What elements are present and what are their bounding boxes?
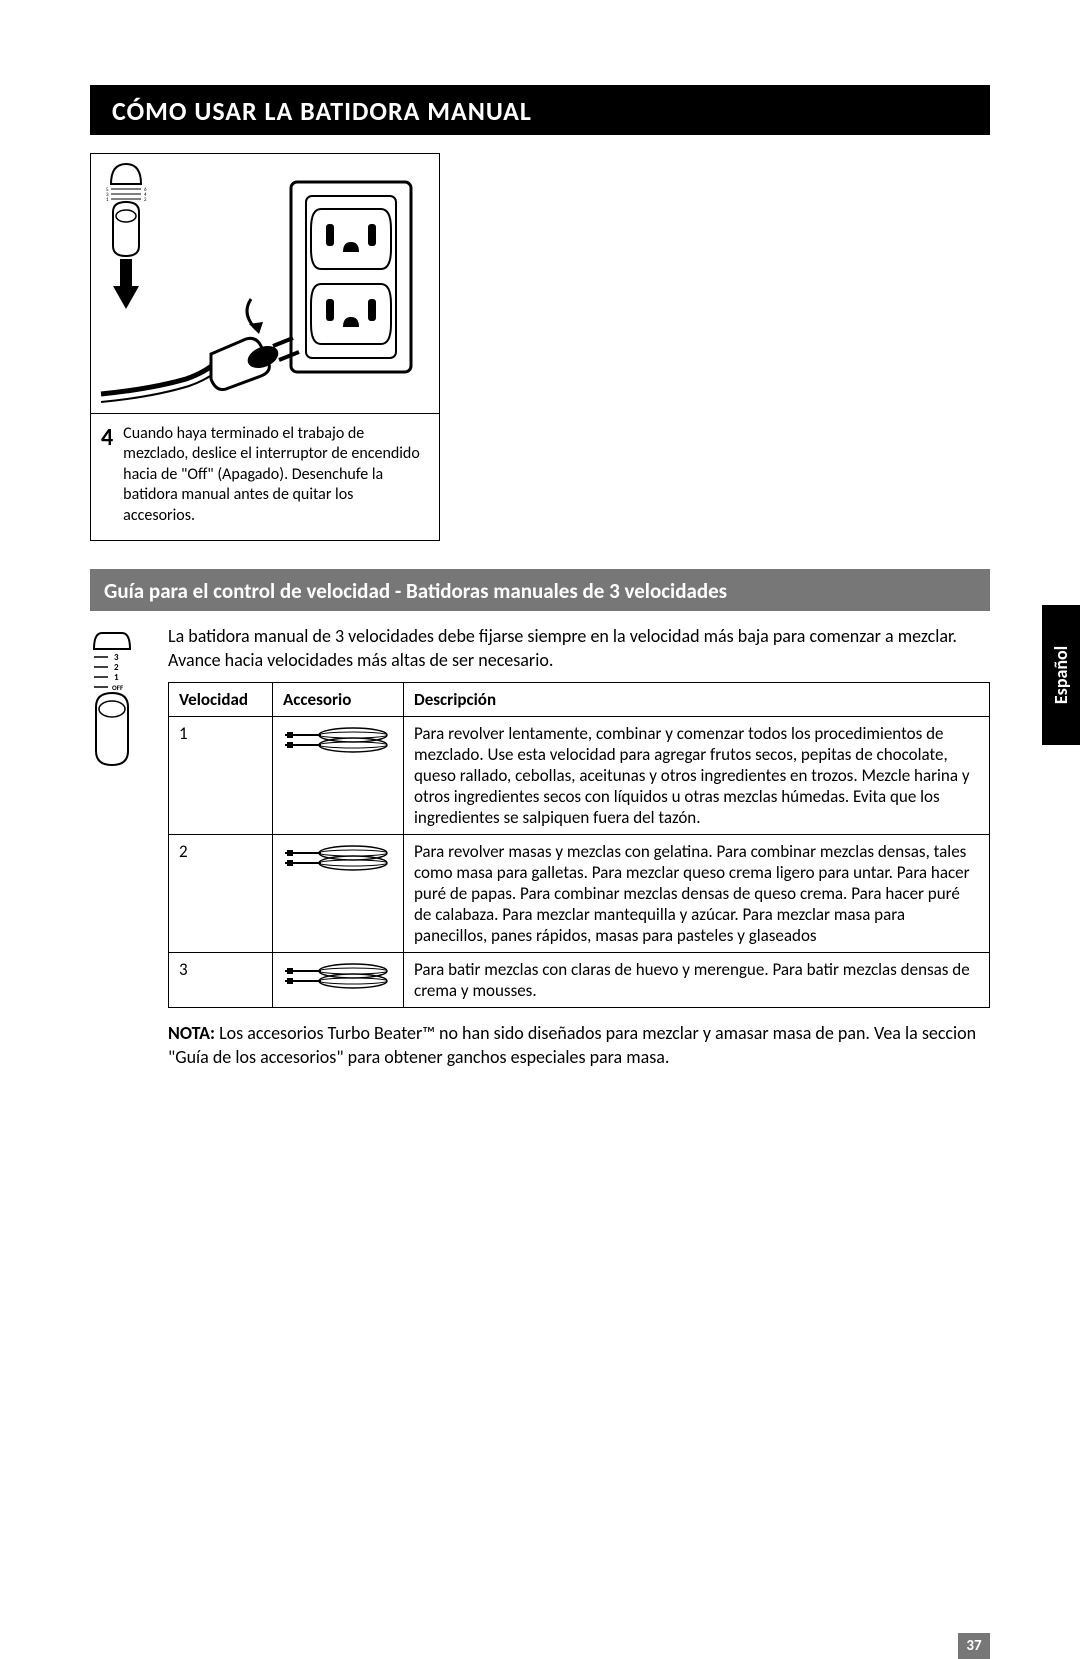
- language-tab-label: Español: [1050, 646, 1072, 704]
- step-illustration: 56 34 12 Off: [91, 154, 439, 414]
- cell-vel-3: 3: [169, 953, 273, 1008]
- table-row: 3: [169, 953, 990, 1008]
- step-text: Cuando haya terminado el trabajo de mezc…: [123, 424, 425, 526]
- section-header: Guía para el control de velocidad - Bati…: [90, 569, 990, 611]
- cell-desc-2: Para revolver masas y mezclas con gelati…: [404, 835, 990, 953]
- language-tab: Español: [1042, 605, 1080, 745]
- table-row: 2: [169, 835, 990, 953]
- svg-text:2: 2: [144, 197, 147, 203]
- note-paragraph: NOTA: Los accesorios Turbo Beater™ no ha…: [168, 1022, 990, 1069]
- page-number: 37: [958, 1633, 990, 1659]
- th-accesorio: Accesorio: [273, 683, 404, 717]
- cell-acc-2: [273, 835, 404, 953]
- intro-paragraph: La batidora manual de 3 velocidades debe…: [168, 625, 990, 672]
- svg-text:1: 1: [106, 197, 109, 203]
- step-number: 4: [101, 424, 113, 526]
- th-velocidad: Velocidad: [169, 683, 273, 717]
- note-text: Los accesorios Turbo Beater™ no han sido…: [168, 1022, 976, 1067]
- cell-acc-1: [273, 717, 404, 835]
- page-header: CÓMO USAR LA BATIDORA MANUAL: [90, 85, 990, 135]
- cell-acc-3: [273, 953, 404, 1008]
- table-row: 1: [169, 717, 990, 835]
- step-box: 56 34 12 Off: [90, 153, 440, 541]
- speed-label-1: 1: [114, 672, 119, 683]
- speed-label-off: OFF: [112, 683, 124, 692]
- cell-vel-2: 2: [169, 835, 273, 953]
- cell-desc-1: Para revolver lentamente, combinar y com…: [404, 717, 990, 835]
- cell-vel-1: 1: [169, 717, 273, 835]
- note-label: NOTA:: [168, 1022, 215, 1044]
- speed-dial-icon: 3 2 1 OFF: [90, 625, 152, 1069]
- cell-desc-3: Para batir mezclas con claras de huevo y…: [404, 953, 990, 1008]
- th-descripcion: Descripción: [404, 683, 990, 717]
- speed-table: Velocidad Accesorio Descripción 1: [168, 682, 990, 1008]
